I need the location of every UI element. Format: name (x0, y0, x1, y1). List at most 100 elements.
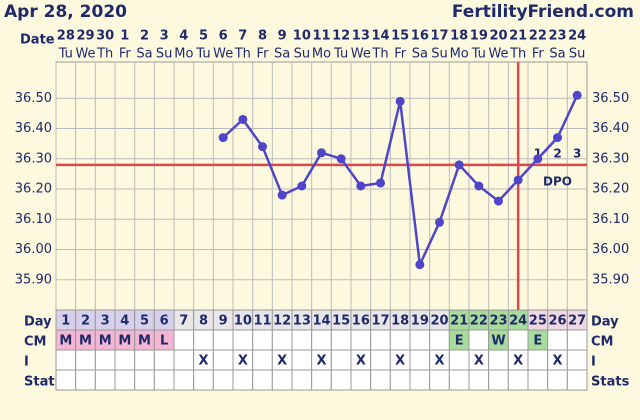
i-cell (134, 349, 155, 371)
stats-cell (212, 369, 234, 391)
temperature-point (533, 154, 543, 164)
stats-cell (232, 369, 254, 391)
weekday-label: Tu (195, 47, 210, 62)
date-label: 8 (258, 29, 267, 44)
cm-cell (409, 329, 431, 351)
date-label: 28 (57, 29, 75, 44)
weekday-label: Su (431, 47, 448, 62)
weekday-label: Th (234, 47, 251, 62)
stats-cell (370, 369, 391, 391)
i-cell (55, 349, 77, 371)
i-cell (330, 349, 352, 371)
cm-value: W (491, 334, 505, 349)
temperature-point (317, 148, 326, 158)
y-tick-label: 36.50 (592, 91, 629, 106)
temperature-point (277, 190, 287, 200)
temperature-point (454, 160, 464, 170)
i-cell (173, 349, 195, 371)
weekday-label: We (75, 47, 95, 62)
date-label: 7 (238, 29, 247, 44)
cm-cell (370, 329, 391, 351)
y-tick-label: 36.20 (592, 182, 629, 197)
date-label: 29 (76, 29, 94, 44)
day-number: 2 (81, 314, 90, 329)
stats-cell (507, 369, 529, 391)
weekday-label: Tu (58, 47, 73, 62)
dpo-number: 1 (534, 147, 542, 161)
day-number: 7 (179, 314, 188, 329)
day-number: 25 (529, 314, 547, 329)
date-label: 10 (293, 29, 311, 44)
cm-value: M (99, 334, 112, 349)
i-cell (291, 349, 313, 371)
weekday-label: We (351, 47, 371, 62)
cm-cell (468, 329, 490, 351)
cm-value: M (59, 334, 72, 349)
day-number: 6 (160, 314, 169, 329)
weekday-label: Th (509, 47, 526, 62)
day-number: 11 (253, 314, 271, 329)
date-label: 3 (160, 29, 169, 44)
row-label: Day (591, 315, 619, 330)
day-number: 9 (219, 314, 228, 329)
date-label: 11 (312, 29, 330, 44)
weekday-label: Fr (532, 47, 545, 62)
day-number: 4 (120, 314, 129, 329)
y-tick-label: 36.00 (15, 242, 52, 257)
date-label: 6 (219, 29, 228, 44)
row-label: Stats (591, 375, 630, 390)
day-number: 22 (470, 314, 488, 329)
day-number: 12 (273, 314, 291, 329)
intercourse-mark: X (434, 354, 444, 369)
cm-cell (507, 329, 529, 351)
cm-cell (350, 329, 372, 351)
temperature-point (553, 133, 562, 143)
weekday-label: Tu (471, 47, 486, 62)
date-label: 12 (332, 29, 350, 44)
day-number: 1 (61, 314, 70, 329)
stats-cell (75, 369, 96, 391)
cm-cell (193, 329, 214, 351)
temperature-point (415, 260, 425, 270)
y-tick-label: 36.20 (15, 182, 52, 197)
row-label: Date (20, 33, 55, 48)
day-number: 23 (489, 314, 507, 329)
stats-cell (330, 369, 352, 391)
y-tick-label: 36.30 (15, 151, 52, 166)
stats-cell (252, 369, 273, 391)
cm-cell (311, 329, 332, 351)
day-number: 21 (450, 314, 468, 329)
day-number: 17 (371, 314, 389, 329)
stats-cell (429, 369, 450, 391)
stats-cell (409, 369, 431, 391)
date-label: 15 (391, 29, 409, 44)
weekday-label: Sa (549, 47, 565, 62)
intercourse-mark: X (513, 354, 523, 369)
cm-value: E (533, 334, 542, 349)
i-cell (527, 349, 549, 371)
i-cell (409, 349, 431, 371)
cm-cell (212, 329, 234, 351)
i-cell (488, 349, 509, 371)
i-cell (153, 349, 175, 371)
stats-cell (488, 369, 509, 391)
intercourse-mark: X (395, 354, 405, 369)
cm-cell (252, 329, 273, 351)
stats-cell (55, 369, 77, 391)
date-label: 16 (411, 29, 429, 44)
cm-cell (566, 329, 588, 351)
row-label: Stats (24, 375, 63, 390)
stats-cell (389, 369, 411, 391)
date-label: 23 (548, 29, 566, 44)
weekday-label: Sa (274, 47, 290, 62)
date-label: 1 (120, 29, 129, 44)
weekday-label: Th (371, 47, 388, 62)
weekday-label: Tu (333, 47, 348, 62)
y-tick-label: 35.90 (592, 272, 629, 287)
dpo-number: 2 (553, 147, 561, 161)
y-tick-label: 35.90 (15, 272, 52, 287)
temperature-point (356, 181, 366, 191)
date-label: 19 (470, 29, 488, 44)
temperature-point (395, 96, 405, 106)
stats-cell (153, 369, 175, 391)
